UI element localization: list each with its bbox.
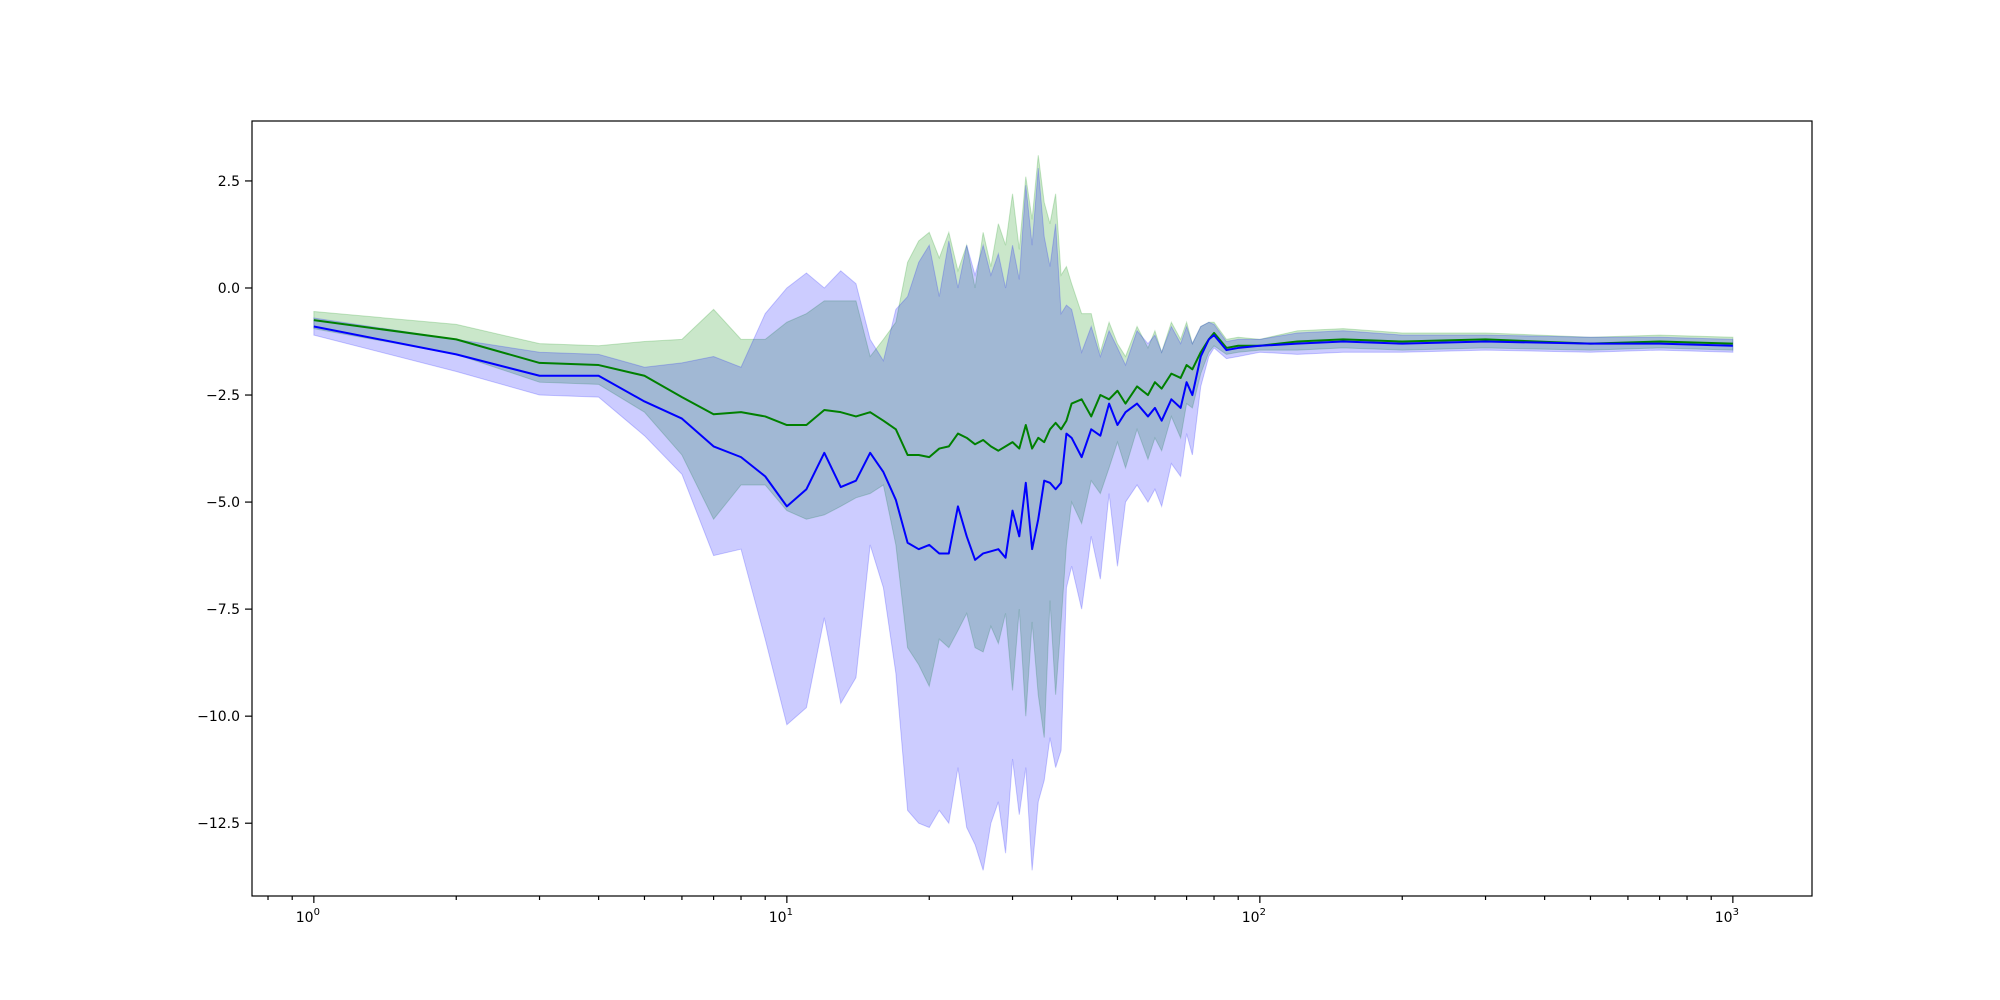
y-tick-label: −12.5 (197, 816, 240, 832)
y-tick-label: −2.5 (206, 388, 240, 404)
y-tick-label: 0.0 (218, 281, 240, 297)
y-tick-label: 2.5 (218, 174, 240, 190)
y-tick-label: −10.0 (197, 709, 240, 725)
y-tick-label: −7.5 (206, 602, 240, 618)
x-tick-label: 102 (1242, 907, 1266, 926)
axes-frame (251, 120, 1813, 897)
x-tick-label: 103 (1715, 907, 1739, 926)
x-tick-label: 101 (769, 907, 793, 926)
series-2-line (313, 325, 1733, 561)
y-tick-label: −5.0 (206, 495, 240, 511)
y-axis: 2.5 0.0 −2.5 −5.0 −7.5 −10.0 −12.5 (197, 174, 252, 832)
plot-area (313, 155, 1734, 871)
series-1-band (313, 155, 1734, 738)
x-tick-label: 100 (296, 907, 320, 926)
x-axis: 100 101 102 103 (267, 896, 1739, 926)
